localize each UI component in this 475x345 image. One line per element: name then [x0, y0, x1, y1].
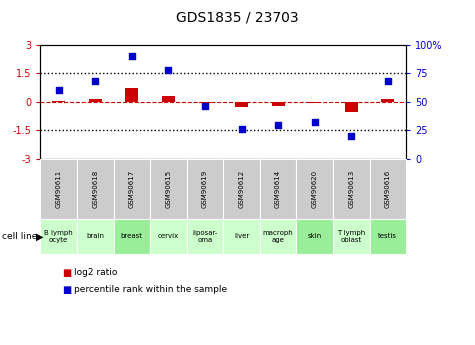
Point [384, 79, 391, 84]
Text: B lymph
ocyte: B lymph ocyte [44, 230, 73, 243]
Bar [162, 96, 175, 102]
Text: GSM90612: GSM90612 [238, 170, 245, 208]
Bar [272, 102, 285, 106]
Text: cervix: cervix [158, 233, 179, 239]
Text: GSM90614: GSM90614 [275, 170, 281, 208]
Text: cell line: cell line [2, 232, 38, 241]
Text: GSM90613: GSM90613 [348, 170, 354, 208]
Text: testis: testis [378, 233, 397, 239]
Point [128, 53, 136, 59]
Text: log2 ratio: log2 ratio [74, 268, 117, 277]
Text: GSM90617: GSM90617 [129, 170, 135, 208]
Bar [381, 99, 394, 102]
Bar [52, 101, 65, 102]
Point [238, 126, 245, 132]
Text: ■: ■ [62, 268, 71, 277]
Text: GSM90618: GSM90618 [92, 170, 98, 208]
Text: brain: brain [86, 233, 104, 239]
Text: liver: liver [234, 233, 249, 239]
Text: ▶: ▶ [36, 231, 44, 241]
Point [164, 67, 172, 73]
Text: T lymph
oblast: T lymph oblast [337, 230, 365, 243]
Bar [89, 99, 102, 102]
Text: skin: skin [308, 233, 322, 239]
Text: GSM90620: GSM90620 [312, 170, 318, 208]
Point [348, 133, 355, 139]
Bar [345, 102, 358, 112]
Text: GSM90611: GSM90611 [56, 170, 62, 208]
Text: GSM90619: GSM90619 [202, 170, 208, 208]
Bar [199, 102, 211, 103]
Text: percentile rank within the sample: percentile rank within the sample [74, 285, 227, 294]
Text: macroph
age: macroph age [263, 230, 294, 243]
Point [275, 122, 282, 127]
Bar [125, 89, 138, 102]
Point [91, 79, 99, 84]
Text: GDS1835 / 23703: GDS1835 / 23703 [176, 10, 299, 24]
Text: GSM90615: GSM90615 [165, 170, 171, 208]
Point [311, 119, 318, 125]
Text: GSM90616: GSM90616 [385, 170, 391, 208]
Bar [235, 102, 248, 108]
Point [55, 88, 62, 93]
Text: breast: breast [121, 233, 143, 239]
Text: ■: ■ [62, 285, 71, 295]
Text: liposar-
oma: liposar- oma [192, 230, 218, 243]
Point [201, 104, 209, 109]
Bar [308, 102, 321, 103]
